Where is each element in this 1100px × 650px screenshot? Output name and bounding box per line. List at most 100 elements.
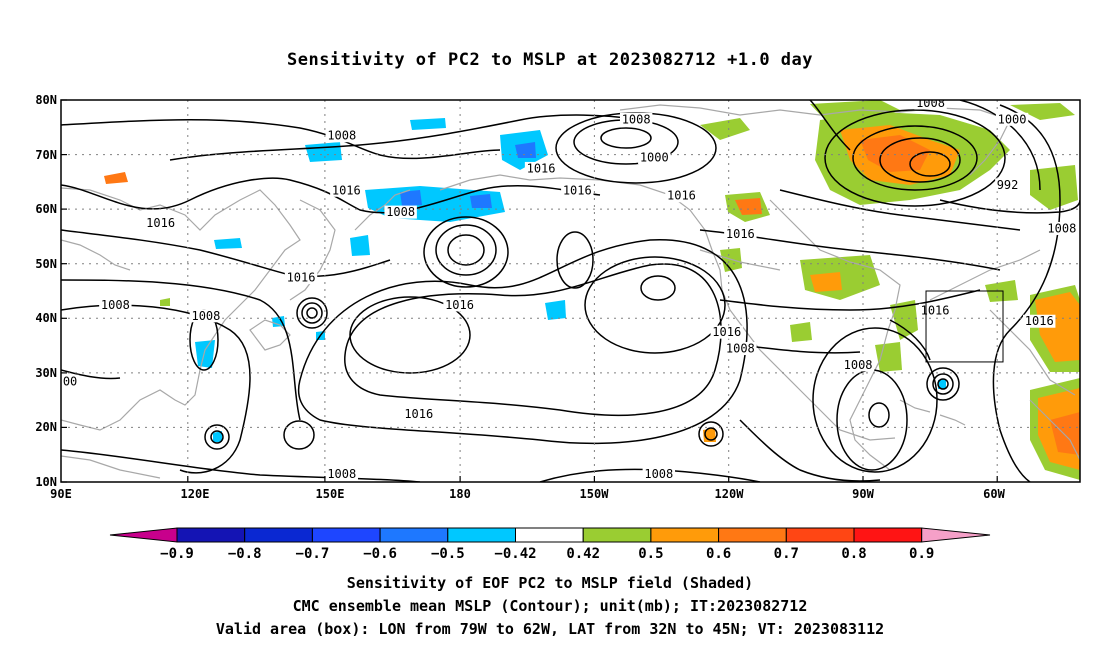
contour-label: 1016 <box>287 271 316 285</box>
shading-positive <box>790 322 812 342</box>
colorbar-segment <box>853 527 923 543</box>
contour-label-bg <box>918 303 952 317</box>
shading-negative <box>305 142 342 162</box>
lon-tick-label: 90W <box>852 487 874 501</box>
colorbar-label: 0.5 <box>638 546 663 562</box>
contour-label: 1016 <box>726 227 755 241</box>
contour-label-bg <box>284 271 318 285</box>
lon-tick-label: 120W <box>715 487 745 501</box>
contour-label: 1000 <box>998 112 1027 126</box>
colorbar-label: −0.7 <box>296 546 330 562</box>
colorbar-label: 0.42 <box>566 546 600 562</box>
lat-tick-label: 50N <box>35 257 57 271</box>
lon-tick-label: 60W <box>983 487 1005 501</box>
lon-tick-label: 150E <box>316 487 345 501</box>
colorbar-label: −0.42 <box>494 546 536 562</box>
shading-positive <box>1010 103 1075 120</box>
contour-label: 1008 <box>386 205 415 219</box>
colorbar-label: 0.6 <box>706 546 731 562</box>
contour-label: 00 <box>63 374 77 388</box>
coastlines <box>61 104 1080 479</box>
lon-tick-label: 120E <box>181 487 210 501</box>
colorbar-segment <box>244 527 313 543</box>
contour-label: 1000 <box>640 151 669 165</box>
caption-contour: CMC ensemble mean MSLP (Contour); unit(m… <box>292 597 808 615</box>
contour-label-bg <box>914 100 947 110</box>
contour-label-bg <box>61 374 79 388</box>
colorbar-segment <box>379 527 449 543</box>
lat-tick-label: 70N <box>35 148 57 162</box>
contour-label: 1016 <box>712 325 741 339</box>
shading-positive <box>1035 292 1080 362</box>
lat-tick-labels: 80N 70N 60N 50N 40N 30N 20N 10N <box>35 93 57 489</box>
shading-negative <box>400 190 422 206</box>
colorbar-label: −0.6 <box>363 546 397 562</box>
axis-ticks <box>61 99 998 483</box>
shading-positive <box>890 300 918 340</box>
contour-label: 1008 <box>101 298 130 312</box>
shading-negative <box>272 316 285 327</box>
colorbar-label: −0.8 <box>228 546 262 562</box>
contour-label-bg <box>1023 314 1056 328</box>
colorbar-arrow-low <box>109 527 178 543</box>
lat-tick-label: 10N <box>35 475 57 489</box>
lon-tick-label: 180 <box>449 487 471 501</box>
contour-label: 1008 <box>844 358 873 372</box>
map-frame <box>60 99 1081 483</box>
contour-label-bg <box>189 309 223 323</box>
shading-positive <box>700 118 750 140</box>
contour-label: 1008 <box>644 467 673 481</box>
lat-tick-label: 60N <box>35 202 57 216</box>
contour-label-bg <box>443 298 476 312</box>
colorbar: −0.9 −0.8 −0.7 −0.6 −0.5 −0.42 0.42 0.5 0.6 0.7 0.… <box>109 527 991 562</box>
contour-label: 992 <box>997 178 1019 192</box>
colorbar-label: 0.8 <box>841 546 866 562</box>
caption-valid-area: Valid area (box): LON from 79W to 62W, L… <box>215 620 885 638</box>
colorbar-label: −0.5 <box>431 546 465 562</box>
contour-label: 1008 <box>327 129 356 143</box>
colorbar-label: 0.7 <box>774 546 799 562</box>
colorbar-segment <box>447 527 516 543</box>
contour-label: 1016 <box>404 407 433 421</box>
contour-label: 1016 <box>1025 314 1054 328</box>
shading-negative <box>545 300 566 320</box>
lon-tick-label: 90E <box>50 487 72 501</box>
shading-negative <box>350 235 370 256</box>
contour-label-bg <box>144 216 177 230</box>
contour-label: 1008 <box>1047 221 1076 235</box>
contour-label-bg <box>1045 221 1079 235</box>
lat-tick-label: 40N <box>35 311 57 325</box>
shading-positive <box>160 298 170 306</box>
shading-positive <box>860 135 930 172</box>
contour-label-bg <box>724 227 757 241</box>
contour-label-bg <box>384 205 417 219</box>
colorbar-segment <box>785 527 855 543</box>
lon-tick-label: 150W <box>580 487 610 501</box>
lat-tick-label: 30N <box>35 366 57 380</box>
shading-positive <box>720 248 742 272</box>
shading-negative <box>410 118 446 130</box>
contour-label-bg <box>561 183 594 197</box>
colorbar-segment <box>650 527 720 543</box>
contour-labels: 1008 1016 1016 1008 1016 1008 1000 1016 1016 1008… <box>61 100 1079 481</box>
colorbar-segment <box>515 527 584 543</box>
contour-label-bg <box>619 112 653 126</box>
contour-label: 1016 <box>921 303 950 317</box>
shading-negative <box>195 340 215 368</box>
contour-label: 1008 <box>191 309 220 323</box>
shading-negative <box>938 379 946 389</box>
colorbar-segment <box>582 527 652 543</box>
colorbar-label: −0.9 <box>160 546 194 562</box>
shading-positive <box>875 342 902 372</box>
shading-negative <box>213 431 222 442</box>
colorbar-segment <box>718 527 787 543</box>
lat-tick-label: 20N <box>35 420 57 434</box>
shading-negative <box>214 238 242 249</box>
caption-shading: Sensitivity of EOF PC2 to MSLP field (Sh… <box>346 574 754 592</box>
contour-label-bg <box>330 183 363 197</box>
shading-negative <box>515 142 536 158</box>
lat-tick-label: 80N <box>35 93 57 107</box>
shading-positive <box>810 272 842 292</box>
contour-label: 1016 <box>527 161 556 175</box>
page-title: Sensitivity of PC2 to MSLP at 2023082712… <box>286 50 813 70</box>
